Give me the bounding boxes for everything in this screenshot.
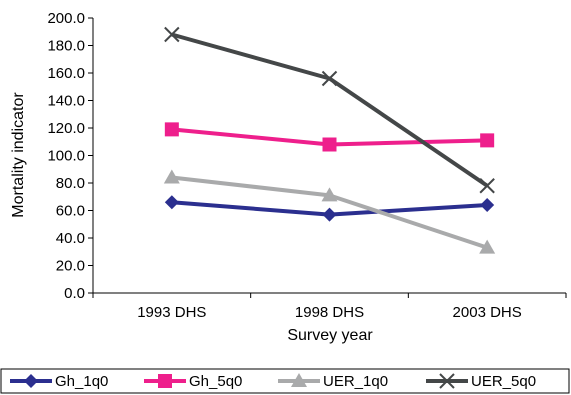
legend-item: UER_1q0 [278, 373, 388, 390]
legend-marker [158, 374, 172, 388]
data-point [163, 169, 180, 184]
data-point [322, 207, 337, 222]
y-tick-label: 160.0 [47, 65, 85, 82]
legend-marker [24, 374, 38, 388]
x-axis-title: Survey year [287, 327, 373, 344]
series-uer-1q0 [163, 169, 496, 254]
x-ticks: 1993 DHS 1998 DHS 2003 DHS [92, 293, 567, 321]
series-gh-5q0 [164, 122, 495, 152]
legend-item: Gh_1q0 [10, 373, 108, 390]
plot-area: 0.0 20.0 40.0 60.0 80.0 100.0 120.0 140.0 160.0 1… [47, 10, 567, 321]
legend-marker [439, 373, 455, 389]
series-gh-1q0 [164, 195, 495, 222]
y-tick-label: 140.0 [47, 93, 85, 110]
legend-label: Gh_1q0 [55, 373, 108, 390]
data-point [321, 187, 338, 202]
legend-label: UER_5q0 [471, 373, 536, 390]
y-tick-label: 60.0 [56, 203, 85, 220]
legend-item: UER_5q0 [426, 373, 536, 390]
data-point [480, 133, 495, 148]
legend-label: Gh_5q0 [189, 373, 242, 390]
data-point [321, 70, 338, 87]
y-tick-label: 80.0 [56, 175, 85, 192]
y-tick-label: 100.0 [47, 148, 85, 165]
y-tick-label: 200.0 [47, 10, 85, 27]
data-point [480, 198, 495, 212]
series-line [171, 32, 489, 188]
y-tick-label: 120.0 [47, 120, 85, 137]
data-point [322, 137, 337, 152]
data-point [164, 195, 179, 210]
data-point [164, 26, 180, 43]
series-uer-5q0 [164, 26, 495, 194]
y-tick-label: 40.0 [56, 230, 85, 247]
y-axis-title: Mortality indicator [10, 92, 27, 218]
y-ticks: 0.0 20.0 40.0 60.0 80.0 100.0 120.0 140.0 160.0 1… [47, 10, 93, 302]
legend-label: UER_1q0 [323, 373, 388, 390]
data-point [479, 239, 496, 254]
x-tick-label: 2003 DHS [453, 304, 522, 321]
y-tick-label: 20.0 [56, 258, 85, 275]
y-tick-label: 180.0 [47, 38, 85, 55]
legend-item: Gh_5q0 [144, 373, 242, 390]
legend-items: Gh_1q0 Gh_5q0 UER_1q0 UER_5q0 [10, 373, 536, 390]
x-tick-label: 1993 DHS [137, 304, 206, 321]
data-point [479, 178, 495, 194]
legend-marker [291, 373, 307, 387]
data-point [164, 122, 179, 137]
x-tick-label: 1998 DHS [295, 304, 364, 321]
y-tick-label: 0.0 [64, 285, 85, 302]
legend: Gh_1q0 Gh_5q0 UER_1q0 UER_5q0 [0, 368, 570, 394]
series-layer [163, 26, 496, 254]
